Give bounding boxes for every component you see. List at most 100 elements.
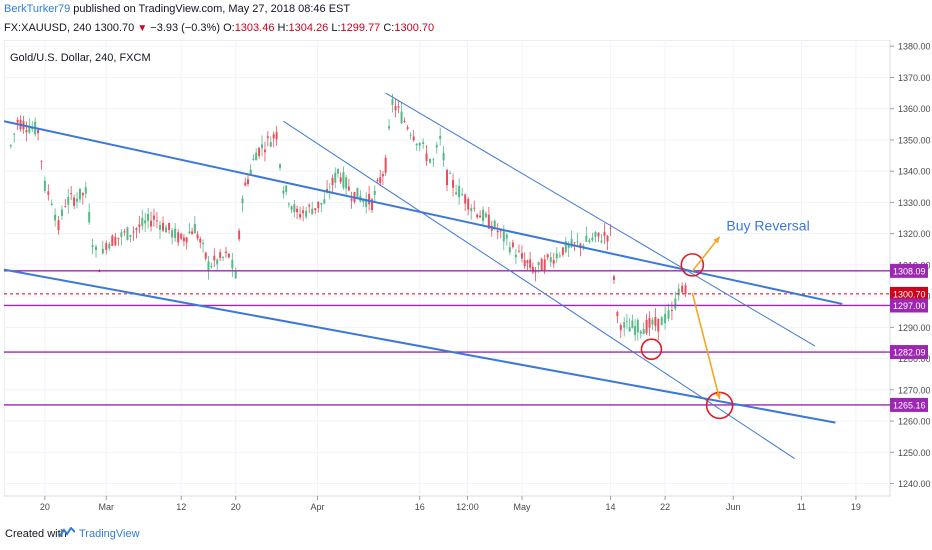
candle-body	[202, 242, 205, 244]
candle-body	[552, 259, 555, 264]
candle-body	[670, 310, 673, 312]
candle-body	[388, 126, 391, 129]
candle-body	[645, 319, 648, 334]
level-price-tag	[890, 397, 928, 412]
candle-body	[573, 242, 576, 244]
candle-body	[196, 234, 199, 239]
level-price-label: 1282.09	[893, 348, 926, 358]
candle-body	[473, 207, 476, 209]
author-link[interactable]: BerkTurker79	[4, 3, 71, 15]
candle-body	[13, 133, 16, 135]
candle-body	[219, 252, 222, 258]
candle-body	[67, 196, 70, 205]
candle-body	[400, 111, 403, 124]
candle-body	[132, 231, 135, 233]
lower-trendline[interactable]	[4, 268, 836, 424]
candle-body	[70, 193, 73, 195]
channel-line-lower[interactable]	[283, 120, 795, 459]
price-chart[interactable]: 1240.00 1250.00 1260.00 1270.00 1280.00 1290.…	[4, 40, 930, 514]
level-price-label: 1265.16	[893, 400, 926, 410]
candle-body	[37, 129, 40, 134]
candle-body	[543, 259, 546, 272]
candle-body	[381, 174, 384, 177]
candle-body	[246, 179, 249, 185]
channel-line-upper[interactable]	[385, 92, 816, 347]
candle-body	[487, 214, 490, 229]
candle-body	[439, 136, 442, 139]
candle-body	[415, 143, 418, 146]
candle-body	[76, 198, 79, 202]
x-tick-label: 12:00	[456, 502, 479, 512]
candle-body	[625, 321, 628, 323]
candle-body	[373, 190, 376, 195]
candle-body	[677, 288, 680, 296]
high-label: H:	[277, 22, 289, 34]
candle-body	[555, 253, 558, 259]
last-price: 1300.70	[94, 22, 135, 34]
candle-body	[279, 164, 282, 168]
candle-body	[108, 243, 111, 249]
candle-body	[561, 247, 564, 255]
y-tick-label: 1290.00	[898, 323, 930, 333]
candle-body	[141, 217, 144, 226]
candle-body	[73, 197, 76, 206]
y-tick-label: 1250.00	[898, 448, 930, 458]
candle-body	[479, 215, 482, 218]
candle-body	[384, 157, 387, 173]
candle-body	[255, 152, 258, 161]
candle-body	[234, 271, 237, 279]
candle-body	[654, 316, 657, 326]
x-tick-label: 12	[176, 502, 186, 512]
candle-body	[639, 331, 642, 334]
arrow-up-head	[713, 236, 720, 244]
candle-body	[534, 271, 537, 273]
candle-body	[114, 236, 117, 246]
candle-body	[213, 255, 216, 261]
candle-body	[594, 231, 597, 237]
candle-body	[282, 190, 285, 194]
candle-body	[582, 245, 585, 248]
candle-body	[540, 258, 543, 272]
y-tick-label: 1340.00	[898, 167, 930, 177]
candle-body	[199, 238, 202, 243]
candle-body	[193, 223, 196, 234]
candle-body	[616, 312, 619, 317]
candle-body	[269, 142, 272, 147]
candle-body	[511, 242, 514, 248]
level-price-tag	[890, 298, 928, 313]
candle-body	[684, 285, 687, 294]
candle-body	[681, 285, 684, 293]
candle-body	[158, 224, 161, 230]
x-tick-label: 11	[797, 502, 806, 512]
candle-body	[299, 214, 302, 218]
arrow-down-head	[715, 392, 721, 400]
candle-body	[293, 204, 296, 213]
candle-body	[204, 252, 207, 259]
candle-body	[606, 235, 609, 242]
chart-header: BerkTurker79 published on TradingView.co…	[0, 0, 932, 40]
candle-body	[25, 130, 28, 133]
level-price-tag	[890, 345, 928, 360]
candle-body	[120, 232, 123, 237]
candle-body	[177, 232, 180, 243]
candle-body	[394, 106, 397, 111]
level-price-label: 1300.70	[893, 289, 926, 299]
x-tick-label: 19	[851, 502, 861, 512]
tradingview-link[interactable]: TradingView	[79, 528, 140, 540]
candle-body	[356, 187, 359, 199]
high-value: 1304.26	[288, 22, 329, 34]
chart-area[interactable]: 1240.00 1250.00 1260.00 1270.00 1280.00 1290.…	[4, 40, 930, 514]
y-tick-label: 1380.00	[898, 42, 930, 52]
candle-body	[129, 234, 132, 237]
candle-body	[546, 254, 549, 258]
candle-body	[28, 127, 31, 133]
candle-body	[135, 228, 138, 230]
upper-trendline[interactable]	[4, 120, 843, 305]
candle-body	[191, 231, 194, 235]
candle-body	[185, 237, 188, 243]
candle-body	[514, 254, 517, 258]
tradingview-logo-icon	[59, 527, 75, 538]
candle-body	[317, 201, 320, 208]
circle-low	[640, 338, 663, 361]
candle-body	[47, 191, 50, 195]
